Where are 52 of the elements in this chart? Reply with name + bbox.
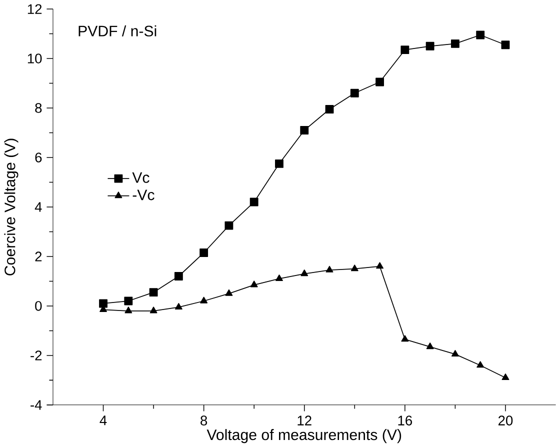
- point: [451, 350, 459, 356]
- x-tick-label: 16: [398, 416, 412, 426]
- point: [502, 373, 510, 380]
- x-tick-label: 20: [498, 416, 513, 426]
- point: [225, 289, 233, 296]
- point: [300, 126, 309, 134]
- y-tick-label: 8: [35, 102, 42, 113]
- point: [275, 159, 284, 168]
- point: [250, 280, 258, 288]
- point: [476, 360, 484, 368]
- y-tick-label: 4: [34, 202, 42, 212]
- y-tick-label: 12: [28, 4, 42, 14]
- x-tick-label: 4: [100, 416, 107, 426]
- annotation: PVDF / n-Si: [78, 25, 156, 36]
- point: [150, 306, 158, 314]
- point: [124, 296, 133, 306]
- y-tick-label: -4: [30, 400, 42, 410]
- point: [250, 198, 258, 206]
- point: [426, 342, 434, 349]
- point: [401, 335, 409, 342]
- point: [174, 302, 182, 310]
- point: [276, 274, 283, 281]
- y-axis-title: Coercive Voltage (V): [4, 138, 18, 276]
- point: [350, 88, 359, 98]
- y-tick-label: 0: [35, 300, 42, 311]
- point: [99, 299, 108, 308]
- point: [149, 288, 158, 296]
- point: [376, 262, 384, 269]
- point: [325, 104, 334, 114]
- point: [326, 266, 334, 272]
- x-tick-label: 8: [200, 416, 208, 426]
- point: [200, 296, 208, 304]
- x-tick-label: 12: [298, 416, 312, 426]
- x-axis-title: Voltage of measurements (V): [206, 428, 402, 443]
- y-tick-label: 10: [28, 53, 42, 64]
- point: [450, 39, 460, 48]
- point: [400, 45, 410, 54]
- point: [350, 264, 358, 272]
- y-tick-label: 2: [35, 252, 42, 262]
- point: [501, 40, 510, 49]
- point: [124, 306, 132, 314]
- point: [174, 272, 183, 280]
- legend-label: -Vc: [132, 190, 154, 200]
- y-tick-label: -2: [30, 350, 42, 360]
- point: [200, 248, 208, 257]
- point: [376, 78, 384, 86]
- point: [476, 30, 485, 40]
- point: [300, 269, 308, 276]
- legend-label: Vc: [132, 172, 150, 183]
- point: [224, 221, 234, 230]
- y-tick-label: 6: [35, 152, 42, 162]
- point: [426, 42, 434, 50]
